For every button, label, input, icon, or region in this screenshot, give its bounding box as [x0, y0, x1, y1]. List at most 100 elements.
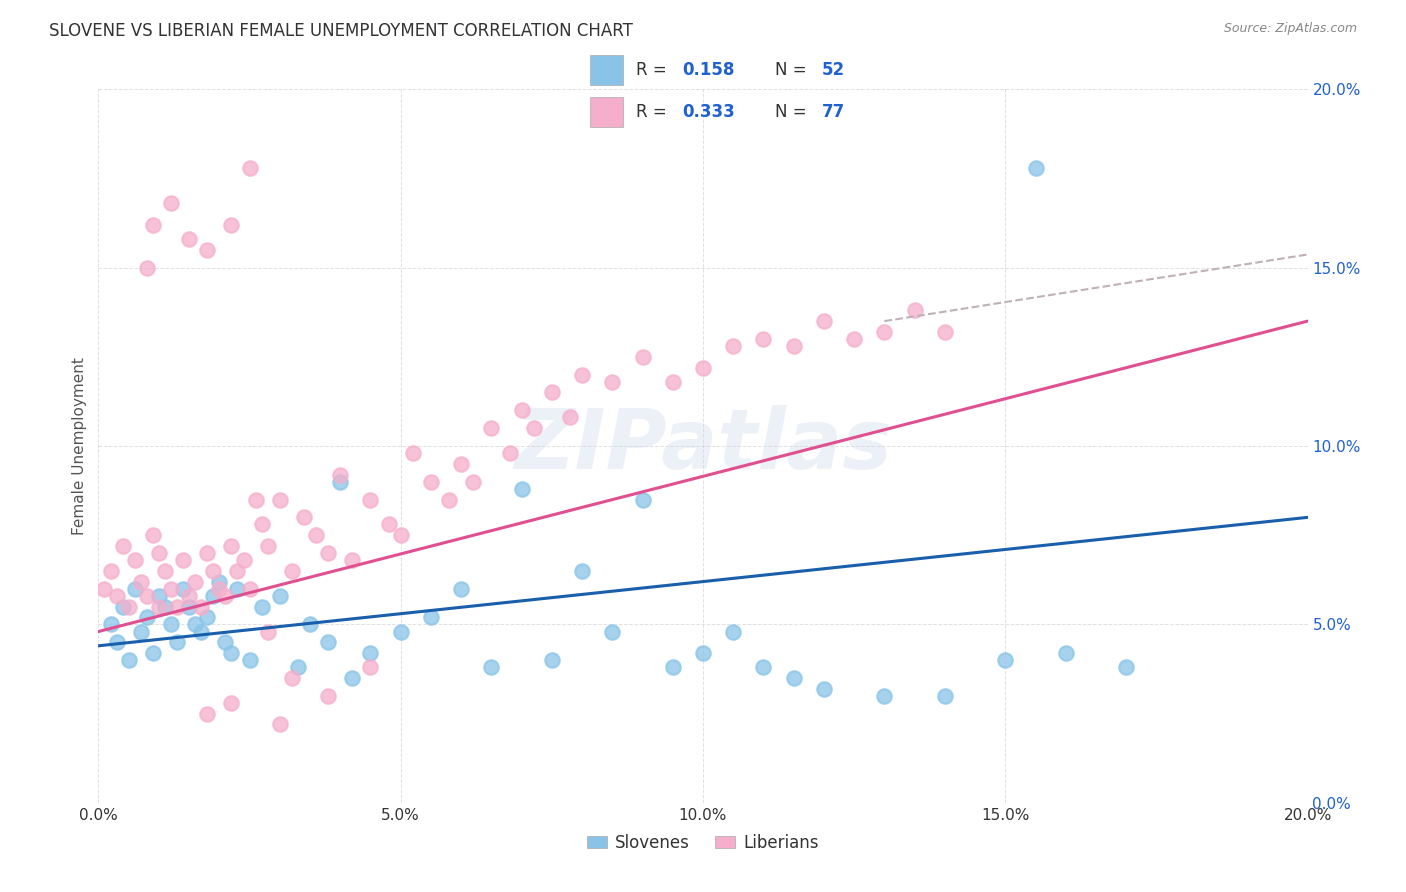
Point: [437, 492, 460, 507]
Point: [510, 482, 533, 496]
Point: [124, 553, 146, 567]
Text: 77: 77: [821, 103, 845, 121]
Point: [135, 260, 157, 275]
Point: [148, 599, 170, 614]
Text: N =: N =: [775, 103, 813, 121]
Point: [904, 303, 927, 318]
Point: [873, 325, 896, 339]
Point: [360, 660, 382, 674]
Point: [692, 360, 714, 375]
Point: [184, 574, 207, 589]
Point: [221, 696, 243, 710]
Point: [124, 582, 146, 596]
Point: [226, 582, 249, 596]
Point: [287, 660, 309, 674]
Point: [631, 492, 654, 507]
Point: [692, 646, 714, 660]
Point: [208, 574, 231, 589]
Legend: Slovenes, Liberians: Slovenes, Liberians: [581, 828, 825, 859]
Point: [540, 385, 562, 400]
Point: [256, 624, 278, 639]
Point: [221, 646, 243, 660]
Point: [184, 617, 207, 632]
Point: [269, 717, 291, 731]
Point: [281, 671, 304, 685]
Point: [1054, 646, 1077, 660]
Point: [360, 646, 382, 660]
Text: 0.158: 0.158: [683, 61, 735, 78]
Point: [100, 617, 122, 632]
Point: [239, 582, 262, 596]
Point: [239, 161, 262, 175]
Point: [142, 218, 165, 232]
Point: [202, 564, 225, 578]
Point: [360, 492, 382, 507]
Point: [202, 589, 225, 603]
Point: [752, 660, 775, 674]
Point: [571, 564, 593, 578]
Point: [420, 610, 443, 624]
Point: [111, 539, 134, 553]
Point: [142, 528, 165, 542]
Point: [221, 218, 243, 232]
Point: [153, 564, 176, 578]
Point: [510, 403, 533, 417]
Point: [844, 332, 866, 346]
Point: [934, 325, 956, 339]
Point: [571, 368, 593, 382]
Point: [250, 517, 273, 532]
Point: [292, 510, 315, 524]
Point: [450, 457, 472, 471]
Point: [342, 671, 364, 685]
Point: [148, 546, 170, 560]
Text: ZIPatlas: ZIPatlas: [515, 406, 891, 486]
Point: [172, 582, 194, 596]
Point: [232, 553, 254, 567]
Point: [329, 475, 352, 489]
Text: Source: ZipAtlas.com: Source: ZipAtlas.com: [1223, 22, 1357, 36]
Point: [450, 582, 472, 596]
Point: [208, 582, 231, 596]
Point: [463, 475, 485, 489]
Point: [723, 624, 745, 639]
Point: [129, 624, 152, 639]
Point: [179, 232, 201, 246]
Point: [105, 635, 128, 649]
Point: [481, 421, 503, 435]
Point: [129, 574, 152, 589]
Point: [389, 624, 412, 639]
Point: [269, 492, 291, 507]
Point: [481, 660, 503, 674]
Point: [153, 599, 176, 614]
Point: [498, 446, 520, 460]
Point: [752, 332, 775, 346]
Point: [281, 564, 304, 578]
Point: [166, 635, 188, 649]
FancyBboxPatch shape: [591, 97, 623, 127]
Point: [420, 475, 443, 489]
Point: [100, 564, 122, 578]
Text: R =: R =: [637, 103, 672, 121]
Point: [221, 539, 243, 553]
Point: [214, 589, 236, 603]
Point: [783, 339, 806, 353]
Point: [316, 689, 339, 703]
Point: [118, 599, 141, 614]
Text: 0.333: 0.333: [683, 103, 735, 121]
Point: [93, 582, 115, 596]
Point: [316, 546, 339, 560]
Point: [160, 582, 183, 596]
Point: [631, 350, 654, 364]
Point: [250, 599, 273, 614]
Point: [540, 653, 562, 667]
Point: [1024, 161, 1046, 175]
Point: [190, 599, 212, 614]
Point: [813, 681, 835, 696]
Point: [105, 589, 128, 603]
Point: [214, 635, 236, 649]
Point: [299, 617, 322, 632]
Text: R =: R =: [637, 61, 672, 78]
Point: [179, 589, 201, 603]
Point: [661, 660, 683, 674]
Text: 52: 52: [821, 61, 845, 78]
